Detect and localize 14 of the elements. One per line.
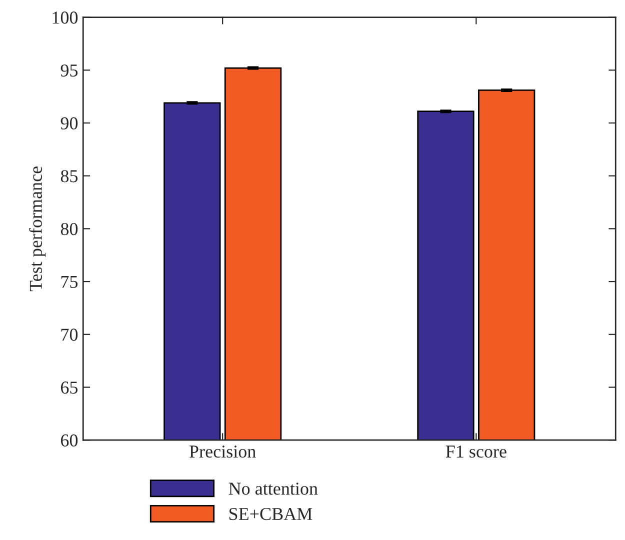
legend-label: No attention xyxy=(228,482,318,495)
y-tick-label: 65 xyxy=(60,382,78,394)
x-tick-label: Precision xyxy=(190,446,256,458)
y-tick-label: 80 xyxy=(60,222,78,236)
y-tick-label: 95 xyxy=(60,64,78,77)
y-tick-label: 100 xyxy=(52,12,78,24)
legend-label: SE+CBAM xyxy=(229,508,312,520)
y-axis-title: Test performance xyxy=(29,166,46,292)
y-tick-label: 75 xyxy=(61,276,78,288)
x-tick-label: F1 score xyxy=(446,446,506,458)
y-tick-label: 70 xyxy=(61,328,78,341)
y-tick-label: 90 xyxy=(60,117,78,130)
y-tick-label: 60 xyxy=(60,434,78,447)
y-tick-label: 85 xyxy=(60,170,78,182)
